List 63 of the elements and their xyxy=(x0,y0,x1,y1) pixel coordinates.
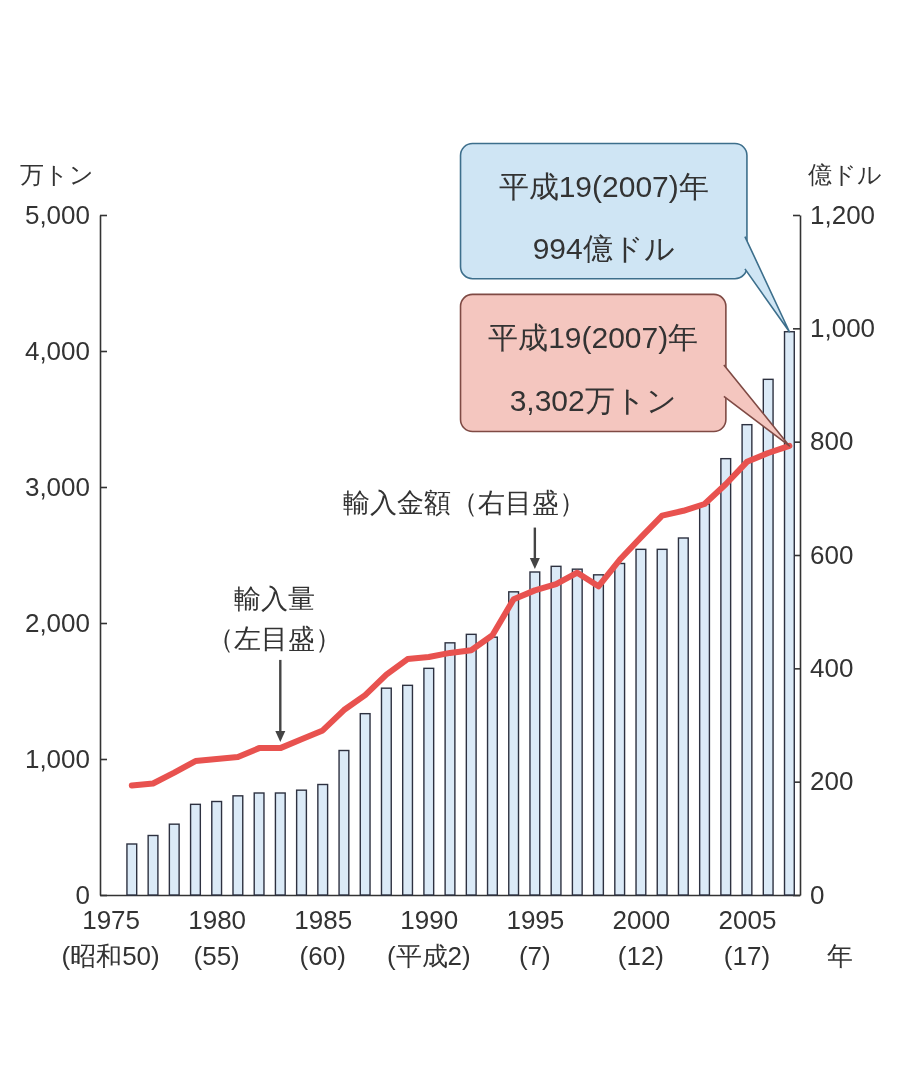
bar xyxy=(232,795,244,896)
bar xyxy=(465,633,477,896)
bar xyxy=(550,565,562,896)
x-tick-label: 1985 xyxy=(294,905,353,935)
bar xyxy=(317,783,329,896)
y2-tick-label: 1,200 xyxy=(810,199,876,230)
text: (60) xyxy=(299,941,346,971)
x-tick-label: 1980 xyxy=(188,905,247,935)
y2-tick-label: 200 xyxy=(810,766,854,797)
bar xyxy=(741,423,753,896)
bar xyxy=(444,642,456,896)
bar xyxy=(126,843,138,896)
bar xyxy=(571,568,583,896)
y-tick-label: 3,000 xyxy=(24,471,90,502)
bar xyxy=(253,792,265,896)
bar xyxy=(635,548,647,896)
text: (平成2) xyxy=(386,941,471,971)
y2-tick-label: 400 xyxy=(810,653,854,684)
bar xyxy=(486,636,498,896)
annotation: 平成19(2007)年 3,302万トン xyxy=(488,321,699,418)
bar xyxy=(147,834,159,896)
y-axis-title: 万トン xyxy=(20,161,94,188)
bar xyxy=(592,574,605,896)
bar xyxy=(274,792,286,896)
y-tick-label: 2,000 xyxy=(24,607,90,638)
x-tick-label: 1995 xyxy=(506,905,565,935)
y2-tick-label: 600 xyxy=(810,539,854,570)
y-tick-label: 4,000 xyxy=(24,335,90,366)
y-tick-label: 5,000 xyxy=(24,199,90,230)
y2-tick-label: 800 xyxy=(810,426,854,457)
series-label: 輸入金額（右目盛） xyxy=(343,487,587,518)
text: (55) xyxy=(193,941,240,971)
annotation: 平成19(2007)年 994億ドル xyxy=(498,169,709,265)
bar xyxy=(295,789,308,896)
bar xyxy=(720,457,732,896)
x-tick-label: 2000 xyxy=(612,905,671,935)
bar xyxy=(762,378,774,896)
x-tick-label: 1990 xyxy=(400,905,459,935)
bar xyxy=(698,503,711,896)
text: (17) xyxy=(723,941,771,971)
bar xyxy=(656,548,668,896)
y-tick-label: 1,000 xyxy=(24,743,90,774)
y2-tick-label: 0 xyxy=(810,879,825,910)
bar xyxy=(168,823,180,896)
y2-tick-label: 1,000 xyxy=(810,313,876,344)
bar xyxy=(508,591,520,896)
text: (昭和50) xyxy=(61,941,160,971)
bar xyxy=(380,687,392,896)
y2-axis-title: 億ドル xyxy=(808,161,882,188)
bar xyxy=(783,331,795,896)
bar xyxy=(423,667,435,896)
bar xyxy=(189,803,202,896)
x-axis-title: 年 xyxy=(827,941,853,971)
bar xyxy=(402,684,414,896)
bar xyxy=(359,712,371,896)
bar xyxy=(211,800,223,896)
text: (12) xyxy=(617,941,665,971)
bar xyxy=(677,537,689,896)
bar xyxy=(614,562,626,896)
series-label: 輸入量（左目盛） xyxy=(206,583,342,654)
x-tick-label: 2005 xyxy=(718,905,777,935)
bar xyxy=(338,749,350,896)
text: (7) xyxy=(518,941,551,971)
